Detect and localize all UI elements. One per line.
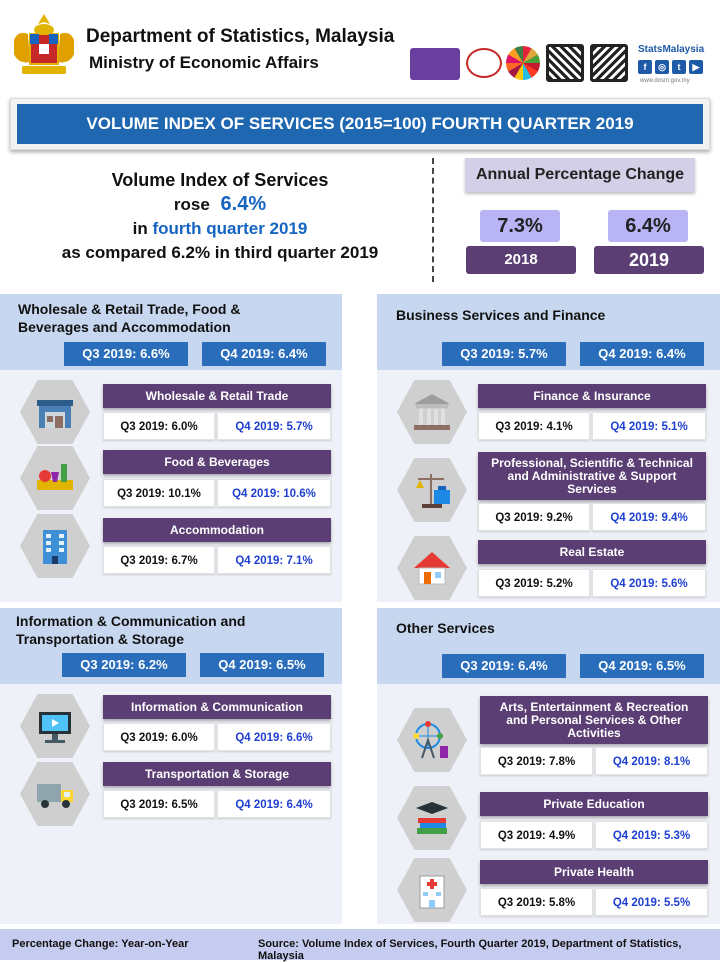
card-q3: Q3 2019: 6.0% (103, 412, 215, 440)
section-info-title-2: Transportation & Storage (16, 631, 185, 647)
card-q4: Q4 2019: 8.1% (595, 747, 708, 775)
hospital-icon (397, 858, 467, 922)
graduation-books-icon (397, 786, 467, 850)
section-other-title: Other Services (396, 620, 495, 636)
footer-note: Percentage Change: Year-on-Year (12, 938, 189, 950)
hotel-icon (20, 514, 90, 578)
card-q3: Q3 2019: 10.1% (103, 479, 215, 507)
section-wholesale-title-2: Beverages and Accommodation (18, 319, 231, 335)
stats-malaysia-brand: StatsMalaysia (638, 44, 705, 55)
card-q3: Q3 2019: 5.8% (480, 888, 593, 916)
section-other-q4: Q4 2019: 6.5% (580, 654, 704, 678)
card-q4: Q4 2019: 9.4% (592, 503, 706, 531)
card-title: Wholesale & Retail Trade (103, 384, 331, 408)
card-title: Real Estate (478, 540, 706, 564)
instagram-icon[interactable]: ◎ (655, 60, 669, 74)
summary-value: 6.4% (220, 193, 267, 215)
card-q3: Q3 2019: 9.2% (478, 503, 590, 531)
malaysia-crest-icon (8, 10, 80, 80)
card-q3: Q3 2019: 5.2% (478, 569, 590, 597)
page-title: VOLUME INDEX OF SERVICES (2015=100) FOUR… (17, 104, 703, 144)
card-q3: Q3 2019: 4.9% (480, 821, 593, 849)
card-title: Food & Beverages (103, 450, 331, 474)
dashed-divider (432, 158, 434, 282)
sdg-wheel-icon (506, 46, 540, 80)
truck-icon (20, 762, 90, 826)
section-info-q4: Q4 2019: 6.5% (200, 653, 324, 677)
summary-quarter: fourth quarter 2019 (152, 219, 308, 238)
section-wholesale-q3: Q3 2019: 6.6% (64, 342, 188, 366)
card-q4: Q4 2019: 5.3% (595, 821, 708, 849)
section-info-q3: Q3 2019: 6.2% (62, 653, 186, 677)
card-title-line: Professional, Scientific & Technical (491, 455, 693, 470)
card-title: Arts, Entertainment & Recreation and Per… (480, 696, 708, 744)
website-url: www.dosm.gov.my (640, 78, 690, 84)
card-title-line: and Personal Services & Other (506, 712, 682, 727)
card-q4: Q4 2019: 6.4% (217, 790, 331, 818)
summary-line-1: Volume Index of Services (111, 170, 329, 190)
footer (0, 929, 720, 960)
card-q3: Q3 2019: 6.5% (103, 790, 215, 818)
card-title: Professional, Scientific & Technical and… (478, 452, 706, 500)
card-q3: Q3 2019: 7.8% (480, 747, 593, 775)
card-q4: Q4 2019: 5.7% (217, 412, 331, 440)
footer-source: Source: Volume Index of Services, Fourth… (258, 938, 682, 962)
card-q3: Q3 2019: 4.1% (478, 412, 590, 440)
card-q4: Q4 2019: 6.6% (217, 723, 331, 751)
census-logo-icon (410, 48, 460, 80)
ferris-wheel-icon (397, 708, 467, 772)
qr-code-icon[interactable] (546, 44, 584, 82)
card-title: Finance & Insurance (478, 384, 706, 408)
section-business-title: Business Services and Finance (396, 307, 606, 323)
section-wholesale-title-1: Wholesale & Retail Trade, Food & (18, 301, 241, 317)
section-business-q4: Q4 2019: 6.4% (580, 342, 704, 366)
card-title-line: Arts, Entertainment & Recreation (499, 699, 689, 714)
card-title: Information & Communication (103, 695, 331, 719)
card-title: Accommodation (103, 518, 331, 542)
card-title-line: and Administrative & Support (507, 468, 677, 483)
card-q3: Q3 2019: 6.7% (103, 546, 215, 574)
summary-line-2: rose 6.4% (20, 193, 420, 216)
department-name: Department of Statistics, Malaysia (86, 26, 395, 47)
house-icon (397, 536, 467, 600)
summary-rose-text: rose (173, 195, 210, 214)
qr-code-icon[interactable] (590, 44, 628, 82)
anniversary-logo-icon (466, 48, 502, 78)
card-title: Transportation & Storage (103, 762, 331, 786)
annual-value-2019: 6.4% (608, 210, 688, 242)
computer-monitor-icon (20, 694, 90, 758)
annual-value-2018: 7.3% (480, 210, 560, 242)
youtube-icon[interactable]: ▶ (689, 60, 703, 74)
twitter-icon[interactable]: t (672, 60, 686, 74)
card-q3: Q3 2019: 6.0% (103, 723, 215, 751)
facebook-icon[interactable]: f (638, 60, 652, 74)
section-wholesale-q4: Q4 2019: 6.4% (202, 342, 326, 366)
ministry-name: Ministry of Economic Affairs (89, 53, 319, 72)
section-other-q3: Q3 2019: 6.4% (442, 654, 566, 678)
card-title: Private Education (480, 792, 708, 816)
card-q4: Q4 2019: 10.6% (217, 479, 331, 507)
section-info-title-1: Information & Communication and (16, 613, 246, 629)
annual-year-2018: 2018 (466, 246, 576, 274)
section-business-q3: Q3 2019: 5.7% (442, 342, 566, 366)
summary-line-4: as compared 6.2% in third quarter 2019 (61, 243, 379, 262)
summary-line-3: in fourth quarter 2019 (20, 219, 420, 239)
annual-year-2019: 2019 (594, 246, 704, 274)
summary-in-text: in (132, 219, 148, 238)
card-q4: Q4 2019: 5.5% (595, 888, 708, 916)
card-title: Private Health (480, 860, 708, 884)
card-title-line: Services (567, 481, 617, 496)
card-q4: Q4 2019: 5.1% (592, 412, 706, 440)
card-title-line: Activities (567, 725, 621, 740)
annual-change-title: Annual Percentage Change (465, 158, 695, 192)
card-q4: Q4 2019: 5.6% (592, 569, 706, 597)
card-q4: Q4 2019: 7.1% (217, 546, 331, 574)
